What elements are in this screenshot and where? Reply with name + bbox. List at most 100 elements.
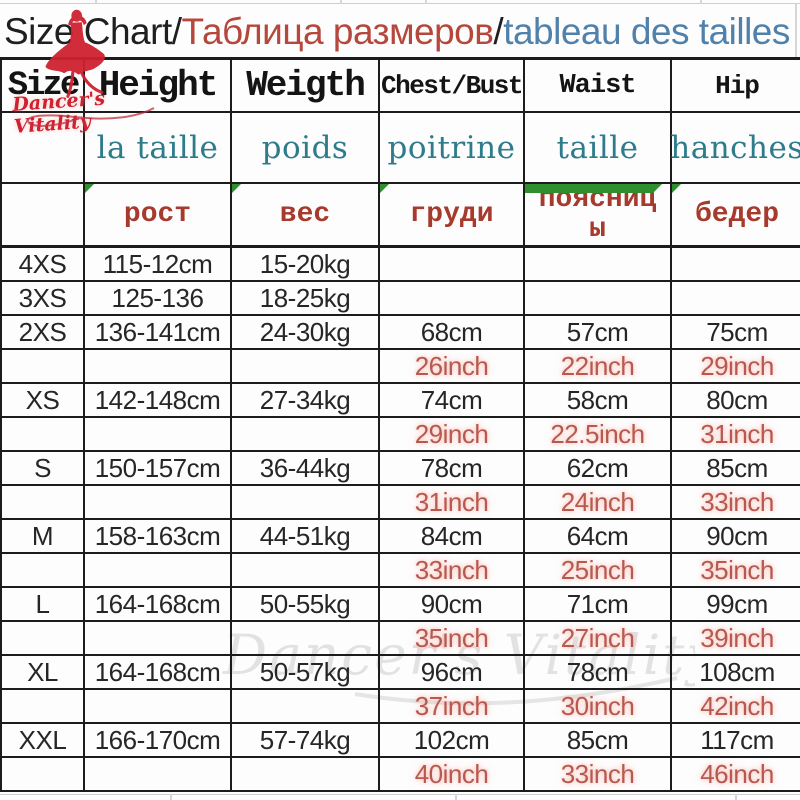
cm-value-cell-label: 108cm — [699, 656, 775, 687]
cm-value-cell-label: 50-57kg — [259, 656, 351, 687]
top-grid-stub — [425, 0, 427, 4]
size-cell — [2, 554, 85, 588]
inch-value-cell-label: 42inch — [700, 690, 774, 721]
cm-value-cell-label: 96cm — [420, 656, 483, 687]
cm-value-cell: 102cm — [380, 724, 525, 758]
inch-value-cell: 29inch — [672, 350, 800, 384]
cm-value-cell-label: 142-148cm — [94, 384, 221, 415]
cm-value-cell: 117cm — [672, 724, 800, 758]
inch-value-cell: 22inch — [525, 350, 672, 384]
cm-value-cell-label: 115-12cm — [102, 248, 213, 279]
comment-flag-icon — [380, 184, 389, 193]
size-cell: 4XS — [2, 248, 85, 282]
cm-value-cell: 96cm — [380, 656, 525, 690]
size-cell — [2, 350, 85, 384]
cm-value-cell-label: 44-51kg — [259, 520, 351, 551]
inch-value-cell: 35inch — [672, 554, 800, 588]
cm-value-cell: 64cm — [525, 520, 672, 554]
cm-value-cell-label: 68cm — [420, 316, 483, 347]
bottom-grid-stub — [735, 794, 737, 800]
cm-value-cell: 27-34kg — [232, 384, 380, 418]
inch-value-cell — [232, 350, 380, 384]
size-cell — [2, 690, 85, 724]
cm-value-cell-label: 27-34kg — [259, 384, 351, 415]
cm-value-cell-label: 117cm — [700, 724, 774, 755]
inch-value-cell — [232, 418, 380, 452]
cm-value-cell-label: 75cm — [706, 316, 768, 347]
size-cell: 3XS — [2, 282, 85, 316]
inch-value-cell: 27inch — [525, 622, 672, 656]
comment-flag-icon — [85, 184, 94, 193]
title-segment: tableau des tailles — [503, 11, 790, 52]
french-header-cell: poitrine — [380, 113, 525, 184]
size-cell — [2, 622, 85, 656]
inch-value-cell: 33inch — [672, 486, 800, 520]
cm-value-cell: 85cm — [672, 452, 800, 486]
cm-value-cell-label: 90cm — [420, 588, 483, 619]
cm-value-cell: 142-148cm — [85, 384, 232, 418]
cm-value-cell-label: 150-157cm — [94, 452, 221, 483]
title-segment: / — [493, 11, 504, 52]
size-cell: XXL — [2, 724, 85, 758]
inch-value-cell-label: 33inch — [414, 554, 489, 585]
cm-value-cell-label: 24-30kg — [259, 316, 351, 347]
french-header-cell: hanches — [670, 113, 800, 184]
header-cell: Weigth — [232, 60, 380, 113]
comment-flag-icon — [672, 184, 681, 193]
inch-value-cell — [85, 758, 232, 792]
inch-value-cell: 24inch — [525, 486, 672, 520]
size-cell — [2, 418, 85, 452]
russian-header-cell: рост — [85, 184, 232, 248]
cm-value-cell — [525, 248, 672, 282]
cm-value-cell-label: 99cm — [706, 588, 768, 619]
size-table: Size Height Weigth Chest/Bust Waist Hip la tai… — [0, 57, 800, 792]
cm-value-cell: 164-168cm — [85, 588, 232, 622]
cm-value-cell: 90cm — [672, 520, 800, 554]
inch-value-cell: 35inch — [380, 622, 525, 656]
size-cell — [2, 486, 85, 520]
size-cell — [2, 758, 85, 792]
cm-value-cell-label: 102cm — [413, 724, 490, 755]
inch-value-cell-label: 31inch — [700, 418, 774, 449]
cm-value-cell: 85cm — [525, 724, 672, 758]
logo-swash-icon — [27, 107, 155, 127]
size-cell: XS — [2, 384, 85, 418]
inch-value-cell — [85, 486, 232, 520]
inch-value-cell-label: 29inch — [414, 418, 489, 449]
cm-value-cell-label: 164-168cm — [94, 656, 221, 687]
inch-value-cell: 26inch — [380, 350, 525, 384]
russian-header-cell-label: поясницы — [538, 183, 657, 245]
cm-value-cell-label: 62cm — [566, 452, 629, 483]
size-cell-label: XXL — [18, 724, 67, 755]
size-cell: S — [2, 452, 85, 486]
cm-value-cell-label: 78cm — [566, 656, 629, 687]
size-cell-label: 3XS — [18, 282, 67, 313]
size-cell: XL — [2, 656, 85, 690]
top-grid-stub — [700, 0, 702, 4]
cm-value-cell-label: 18-25kg — [259, 282, 351, 313]
cm-value-cell: 71cm — [525, 588, 672, 622]
cm-value-cell: 78cm — [525, 656, 672, 690]
cm-value-cell: 115-12cm — [85, 248, 232, 282]
size-cell-label: 4XS — [18, 248, 67, 279]
inch-value-cell: 31inch — [380, 486, 525, 520]
inch-value-cell-label: 40inch — [414, 758, 489, 789]
cm-value-cell-label: 64cm — [566, 520, 629, 551]
cm-value-cell: 80cm — [672, 384, 800, 418]
inch-value-cell: 25inch — [525, 554, 672, 588]
header-cell-label: Hip — [715, 70, 760, 101]
cm-value-cell-label: 136-141cm — [94, 316, 221, 347]
cm-value-cell: 84cm — [380, 520, 525, 554]
inch-value-cell-label: 29inch — [700, 350, 774, 381]
cm-value-cell-label: 85cm — [706, 452, 768, 483]
cm-value-cell: 136-141cm — [85, 316, 232, 350]
inch-value-cell: 39inch — [672, 622, 800, 656]
russian-header-cell-label: груди — [409, 198, 494, 230]
size-cell-label: 2XS — [18, 316, 67, 347]
cm-value-cell-label: 50-55kg — [259, 588, 351, 619]
russian-header-cell: груди — [380, 184, 525, 248]
cm-value-cell: 150-157cm — [85, 452, 232, 486]
cm-value-cell: 24-30kg — [232, 316, 380, 350]
cm-value-cell: 125-136 — [85, 282, 232, 316]
right-grid-stub — [795, 3, 797, 57]
